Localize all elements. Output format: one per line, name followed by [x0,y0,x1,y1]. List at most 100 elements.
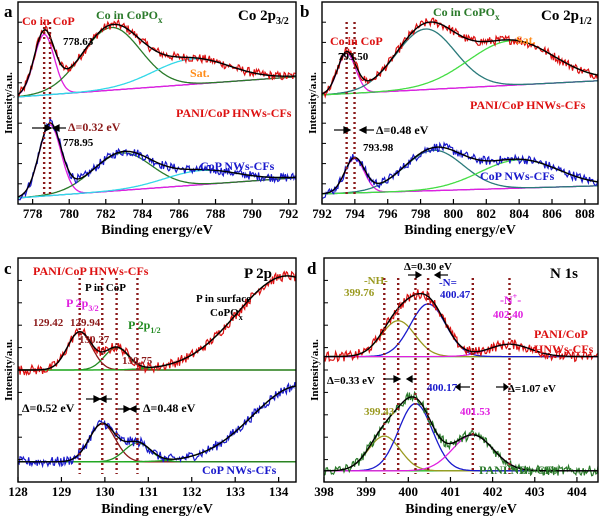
panel-a-plot [17,18,297,201]
panel-a-y-ticks [18,21,22,185]
panel-d-upper-series-label-1: PANI/CoP [534,327,588,341]
x-tick-label: 400 [399,484,419,499]
fit-envelope-line [18,275,297,371]
x-tick-label: 402 [483,484,503,499]
panel-d-u1: 399.76 [344,287,375,299]
panel-c-x-ticks: 128 129 130 131 132 133 134 [8,477,289,499]
x-tick-label: 128 [8,484,28,499]
raw-spectrum-line [17,381,297,469]
panel-a-letter: a [4,2,13,21]
panel-d-l2: 400.17 [427,382,458,394]
fit-envelope-line [17,122,296,198]
panel-d-x-axis-label: Binding energy/eV [405,502,517,517]
panel-a-label-co-in-copox: Co in CoPOx [96,8,163,25]
panel-d-shift-arrows [384,270,509,392]
panel-c-label-p-surface2: CoPOx [210,307,243,322]
panel-d-shift-top: Δ=0.30 eV [404,261,452,273]
component-peak [321,149,599,195]
panel-d-label-n-eq: -N= [439,277,457,289]
panel-c-shift-1: Δ=0.52 eV [22,401,75,415]
fit-envelope-line [324,292,598,358]
x-tick-label: 804 [509,206,529,221]
panel-d-y-axis-label: Intensity/a.u. [309,339,321,401]
fit-envelope-line [324,396,598,472]
panel-c-letter: c [4,259,12,278]
panel-b-x-axis-label: Binding energy/eV [404,223,516,238]
panel-b-x-ticks: 792 794 796 798 800 802 804 806 808 [312,199,595,221]
fit-envelope-line [321,21,599,95]
panel-b-lower-series-label: CoP NWs-CFs [480,169,555,183]
panel-a-label-sat: Sat. [190,66,210,80]
x-tick-label: 786 [169,206,189,221]
panel-b-y-ticks [322,21,326,185]
panel-c-plot [17,270,297,474]
panel-b-title: Co 2p1/2 [541,8,592,27]
panel-a: a 778 780 782 784 786 788 790 792 Binding energ… [3,1,299,238]
panel-c-label-p-in-cop: P in CoP [85,282,126,294]
x-tick-label: 788 [206,206,226,221]
panel-a-shift-arrows [32,124,66,132]
x-tick-label: 132 [182,484,202,499]
panel-d-title: N 1s [550,266,578,282]
panel-a-shift-label: Δ=0.32 eV [68,120,121,134]
raw-spectrum-line [17,270,297,377]
panel-d-plot [323,278,599,477]
x-tick-label: 782 [96,206,116,221]
panel-c-value-2: 129.94 [70,317,101,329]
x-tick-label: 798 [411,206,431,221]
panel-c-label-p12: P 2p1/2 [128,318,161,335]
x-tick-label: 796 [378,206,398,221]
panel-a-title: Co 2p3/2 [238,8,289,27]
panel-c-title: P 2p [244,266,272,282]
x-tick-label: 808 [575,206,595,221]
panel-d-label-nh: -NH- [364,275,388,287]
panel-b-label-co-in-cop: Co in CoP [330,34,383,48]
panel-d-u2: 400.47 [440,289,471,301]
panel-b-label-sat: Sat. [516,33,536,47]
panel-c-value-4: 130.75 [122,355,153,367]
component-peak [17,26,297,98]
x-tick-label: 790 [242,206,262,221]
panel-a-peak-upper: 778.63 [63,36,94,48]
x-tick-label: 800 [444,206,464,221]
panel-b-y-axis-label: Intensity/a.u. [307,72,319,134]
x-tick-label: 401 [441,484,461,499]
panel-a-label-co-in-cop: Co in CoP [22,14,75,28]
panel-b-shift-label: Δ=0.48 eV [376,123,429,137]
panel-c-value-3: 130.27 [79,334,110,346]
panel-d-label-n-plus: -N+- [500,292,521,307]
panel-d-y-ticks [324,279,328,461]
x-tick-label: 806 [542,206,562,221]
x-tick-label: 403 [525,484,545,499]
x-tick-label: 794 [345,206,365,221]
panel-a-x-ticks: 778 780 782 784 786 788 790 792 [23,199,299,221]
panel-b-peak-lower: 793.98 [363,142,394,154]
panel-b: b 792 794 796 798 800 802 804 806 808 Binding en… [300,1,599,238]
panel-b-label-co-in-copox: Co in CoPOx [433,5,500,22]
panel-d-l1: 399.43 [364,406,395,418]
panel-c-x-axis-label: Binding energy/eV [101,502,213,517]
panel-b-letter: b [300,2,309,21]
panel-b-peak-upper: 793.50 [338,51,369,63]
panel-c: c 128 129 130 131 132 133 134 Binding energy/e… [3,257,297,517]
panel-a-peak-lower: 778.95 [63,137,94,149]
raw-spectrum-line [321,17,599,99]
x-tick-label: 802 [477,206,497,221]
panel-c-value-1: 129.42 [33,317,64,329]
x-tick-label: 399 [356,484,376,499]
panel-d-shift-right: Δ=1.07 eV [508,383,556,395]
panel-c-y-ticks [18,279,22,461]
panel-d-shift-left: Δ=0.33 eV [327,375,375,387]
panel-c-shift-arrows [86,395,140,413]
panel-b-plot [321,17,599,199]
panel-c-label-p32: P 2p3/2 [66,296,99,313]
component-peak [17,152,297,199]
x-tick-label: 133 [225,484,245,499]
fit-envelope-line [321,146,599,195]
raw-spectrum-line [323,289,599,363]
panel-d-u3: 402.40 [493,309,524,321]
panel-c-shift-2: Δ=0.48 eV [143,401,196,415]
x-tick-label: 130 [95,484,115,499]
x-tick-label: 792 [279,206,299,221]
panel-b-upper-series-label: PANI/CoP HNWs-CFs [470,98,586,112]
